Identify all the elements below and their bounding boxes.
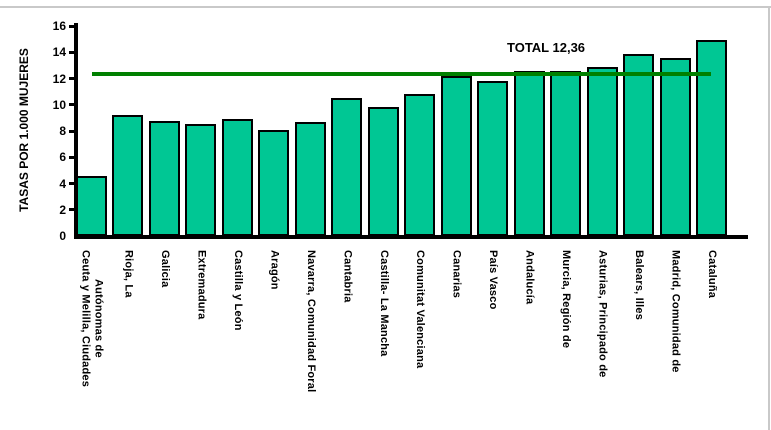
- y-tick-mark-10: [69, 103, 76, 107]
- x-category-label-15: Balears, Illes: [633, 250, 646, 321]
- x-category-label-0: Ceuta y Melilla, Ciudades Autónomas de: [79, 250, 105, 388]
- bar-7: [331, 98, 363, 236]
- bar-6: [294, 121, 326, 236]
- bar-10: [440, 75, 472, 236]
- y-axis-line: [74, 23, 78, 238]
- figure-border-top: [0, 6, 771, 8]
- bar-5: [258, 129, 290, 236]
- x-category-label-7: Cantabria: [341, 250, 354, 303]
- x-category-label-2: Galicia: [158, 250, 171, 288]
- y-tick-label-16: 16: [52, 19, 66, 33]
- x-category-label-12: Andalucía: [523, 250, 536, 305]
- x-category-label-10: Canarias: [450, 250, 463, 299]
- bar-13: [550, 70, 582, 236]
- x-category-label-3: Extremadura: [195, 250, 208, 320]
- bar-15: [623, 53, 655, 236]
- y-tick-label-8: 8: [59, 124, 66, 138]
- bar-11: [477, 81, 509, 236]
- bar-0: [76, 175, 107, 236]
- y-tick-label-10: 10: [52, 97, 66, 112]
- y-axis-title: TASAS POR 1.000 MUJERES: [17, 48, 31, 212]
- y-tick-mark-16: [69, 24, 76, 28]
- bar-14: [586, 66, 618, 236]
- y-tick-label-4: 4: [59, 176, 66, 191]
- bar-4: [221, 119, 253, 236]
- bar-1: [112, 115, 144, 236]
- x-category-label-17: Cataluña: [705, 250, 718, 299]
- total-label: TOTAL 12,36: [507, 40, 586, 55]
- y-tick-mark-4: [69, 182, 76, 185]
- bar-17: [695, 40, 727, 236]
- x-category-label-16: Madrid, Comunidad de: [669, 250, 682, 373]
- y-tick-mark-2: [69, 208, 76, 212]
- x-category-label-13: Murcia, Región de: [560, 250, 573, 349]
- x-category-label-9: Comunitat Valenciana: [414, 250, 427, 369]
- x-axis-line: [74, 235, 748, 239]
- y-tick-label-12: 12: [52, 71, 66, 86]
- y-tick-label-2: 2: [59, 202, 66, 217]
- bar-16: [659, 57, 691, 236]
- x-category-label-5: Aragón: [268, 250, 281, 290]
- x-category-label-6: Navarra, Comunidad Foral: [304, 250, 317, 393]
- x-category-label-14: Asturias, Principado de: [596, 250, 609, 378]
- x-category-label-11: País Vasco: [487, 250, 500, 310]
- figure-border-right: [768, 6, 770, 430]
- bar-9: [404, 94, 436, 236]
- y-tick-label-0: 0: [59, 229, 66, 243]
- x-category-label-8: Castilla- La Mancha: [377, 250, 390, 357]
- y-tick-mark-8: [69, 129, 76, 133]
- y-tick-mark-14: [69, 50, 76, 54]
- total-reference-line: [91, 71, 712, 76]
- y-tick-label-6: 6: [59, 150, 66, 165]
- x-category-label-4: Castilla y León: [231, 250, 244, 331]
- y-tick-label-14: 14: [52, 45, 66, 60]
- bar-3: [185, 124, 217, 236]
- y-tick-mark-12: [69, 77, 76, 80]
- bar-2: [148, 120, 180, 236]
- bar-8: [367, 107, 399, 236]
- x-category-label-1: Rioja, La: [122, 250, 135, 298]
- y-tick-mark-6: [69, 155, 76, 159]
- bar-12: [513, 70, 545, 236]
